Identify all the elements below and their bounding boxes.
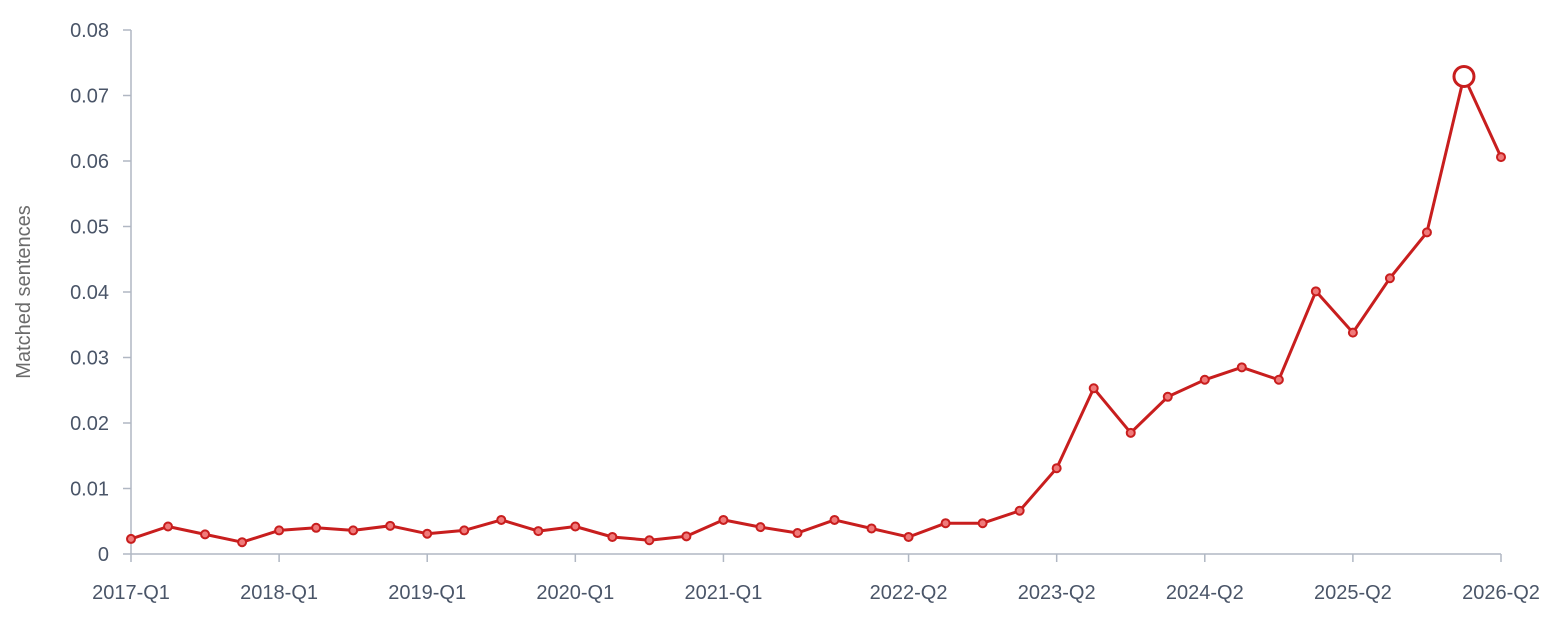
x-tick-label: 2019-Q1 (388, 582, 466, 604)
x-tick-label: 2020-Q1 (536, 582, 614, 604)
data-point[interactable] (459, 525, 470, 536)
data-point[interactable] (1199, 374, 1210, 385)
x-tick-label: 2018-Q1 (240, 582, 318, 604)
data-point[interactable] (903, 531, 914, 542)
y-tick-label: 0.08 (70, 20, 109, 42)
x-axis: 2017-Q1 2018-Q1 2019-Q1 2020-Q1 2021-Q1 2022-… (92, 553, 1540, 604)
y-tick-label: 0 (98, 544, 109, 566)
y-tick-label: 0.05 (70, 217, 109, 239)
x-tick-label: 2021-Q1 (685, 582, 763, 604)
series-group (126, 65, 1506, 548)
data-point[interactable] (126, 533, 136, 544)
y-axis: 0 0.01 0.02 0.03 0.04 0.05 0.06 0.07 0.08 (70, 20, 132, 566)
x-tick-label: 2023-Q2 (1018, 582, 1096, 604)
data-point[interactable] (1347, 327, 1358, 338)
data-point[interactable] (829, 514, 840, 525)
x-tick-label: 2026-Q2 (1462, 582, 1540, 604)
x-tick-label: 2025-Q2 (1314, 582, 1392, 604)
data-point[interactable] (1384, 273, 1395, 284)
series-line (129, 75, 1503, 544)
data-point[interactable] (940, 518, 951, 529)
y-tick-label: 0.03 (70, 348, 109, 370)
data-point[interactable] (1236, 362, 1247, 373)
data-point[interactable] (1273, 374, 1284, 385)
data-point[interactable] (792, 528, 803, 539)
x-tick-label: 2022-Q2 (870, 582, 948, 604)
data-point[interactable] (200, 529, 211, 540)
data-point[interactable] (1125, 427, 1136, 438)
y-tick-label: 0.04 (70, 282, 109, 304)
data-point[interactable] (1496, 152, 1506, 163)
y-tick-label: 0.07 (70, 86, 109, 108)
data-point[interactable] (1088, 383, 1099, 394)
data-point[interactable] (1310, 286, 1321, 297)
data-point[interactable] (533, 526, 544, 537)
data-point[interactable] (163, 521, 174, 532)
data-point[interactable] (570, 521, 581, 532)
data-point[interactable] (977, 518, 988, 529)
data-point[interactable] (1162, 391, 1173, 402)
data-point[interactable] (681, 531, 692, 542)
data-point[interactable] (866, 523, 877, 534)
data-point[interactable] (348, 525, 359, 536)
data-point[interactable] (422, 528, 433, 539)
data-point-highlighted[interactable] (1452, 65, 1476, 89)
data-point[interactable] (311, 522, 322, 533)
y-tick-label: 0.01 (70, 479, 109, 501)
data-point[interactable] (274, 525, 285, 536)
data-point[interactable] (755, 522, 766, 533)
data-point[interactable] (718, 514, 729, 525)
x-tick-label: 2017-Q1 (92, 582, 170, 604)
data-point[interactable] (237, 537, 248, 548)
data-point[interactable] (1014, 505, 1025, 516)
y-axis-title: Matched sentences (13, 205, 35, 378)
data-point[interactable] (644, 535, 655, 546)
y-tick-label: 0.02 (70, 413, 109, 435)
data-point[interactable] (1051, 463, 1062, 474)
data-point[interactable] (496, 514, 507, 525)
data-point[interactable] (1421, 227, 1432, 238)
y-tick-label: 0.06 (70, 151, 109, 173)
x-tick-label: 2024-Q2 (1166, 582, 1244, 604)
data-point[interactable] (607, 531, 618, 542)
data-point[interactable] (385, 520, 396, 531)
